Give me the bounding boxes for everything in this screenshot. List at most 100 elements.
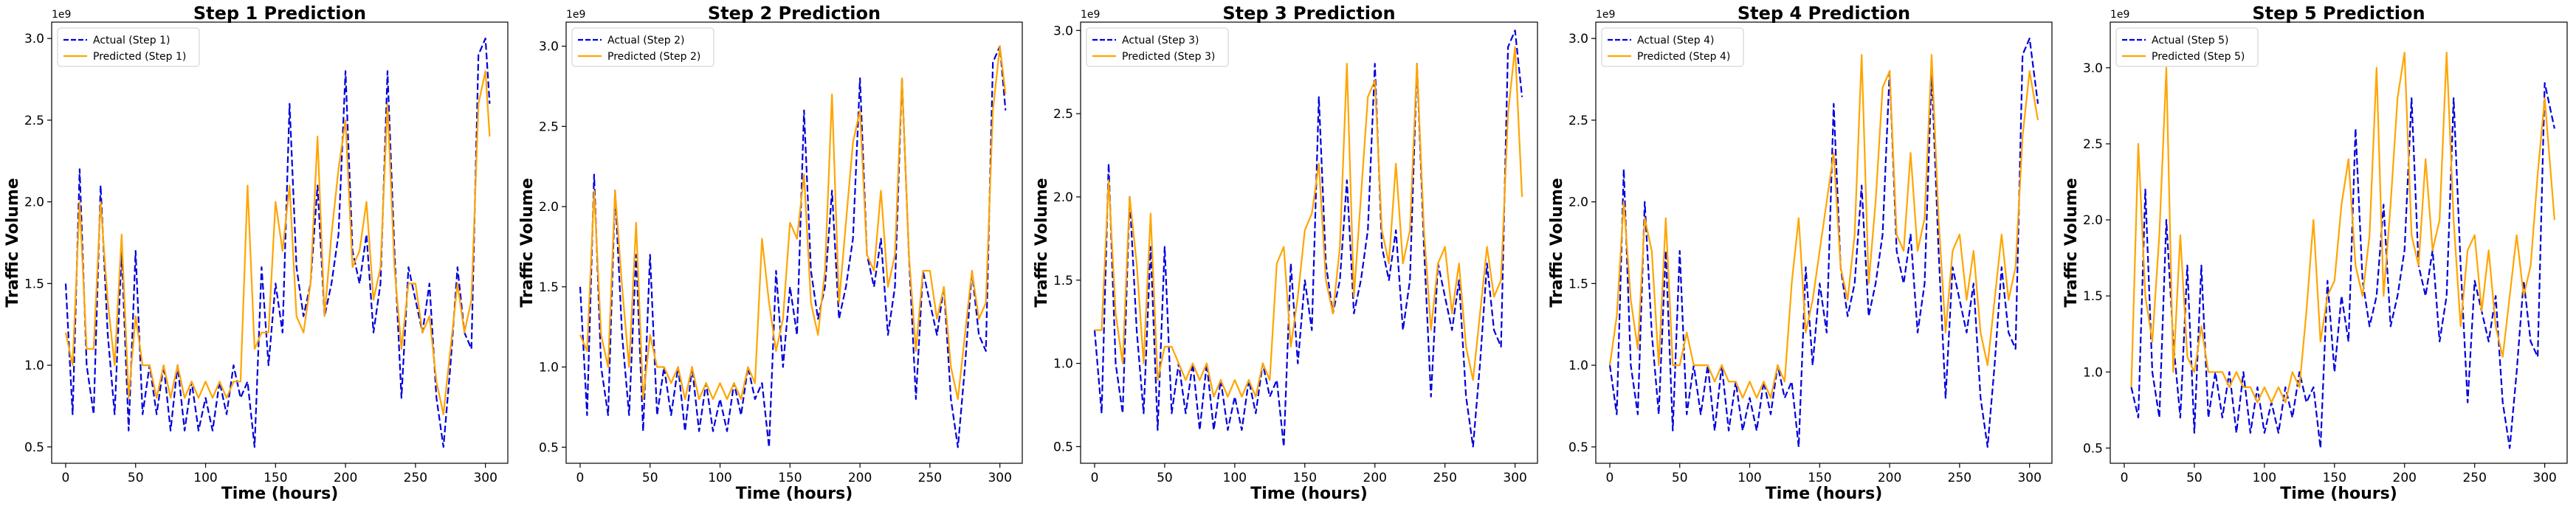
chart-title: Step 2 Prediction [708, 3, 881, 24]
legend-label-predicted: Predicted (Step 2) [607, 51, 700, 63]
y-tick-label: 2.5 [1053, 107, 1073, 122]
y-tick-label: 2.0 [2083, 213, 2103, 228]
legend: Actual (Step 2) Predicted (Step 2) [571, 27, 714, 67]
x-axis-label: Time (hours) [2280, 485, 2397, 503]
chart-panel-1: 0 50 100 150 200 250 300 0.5 1.0 1.5 2.0 2.5 3.0 1e9 S… [4, 3, 509, 503]
y-tick-label: 2.5 [2083, 137, 2103, 152]
y-tick-label: 3.0 [24, 32, 44, 46]
x-tick-label: 100 [1738, 471, 1761, 485]
y-offset-label: 1e9 [52, 9, 71, 21]
chart-title: Step 1 Prediction [193, 3, 366, 24]
legend-box [1601, 27, 1744, 67]
x-tick-label: 250 [1433, 471, 1456, 485]
legend-label-actual: Actual (Step 4) [1637, 35, 1714, 46]
axes-frame [2110, 21, 2568, 464]
x-axis-label: Time (hours) [1250, 485, 1368, 503]
x-tick-label: 0 [62, 471, 70, 485]
axes-frame [565, 21, 1023, 464]
x-tick-label: 300 [1503, 471, 1526, 485]
legend-label-actual: Actual (Step 3) [1122, 35, 1199, 46]
legend-label-predicted: Predicted (Step 1) [93, 51, 186, 63]
series-line-actual [2130, 82, 2555, 449]
y-axis-label: Traffic Volume [518, 178, 537, 308]
y-axis-label: Traffic Volume [1033, 178, 1051, 308]
series-line-predicted [2130, 52, 2555, 404]
x-axis-label: Time (hours) [1766, 485, 1883, 503]
x-tick-label: 100 [708, 471, 731, 485]
x-tick-label: 100 [193, 471, 217, 485]
x-tick-label: 300 [2017, 471, 2041, 485]
x-tick-label: 50 [1157, 471, 1173, 485]
legend-label-predicted: Predicted (Step 4) [1637, 51, 1730, 63]
y-tick-label: 0.5 [1568, 440, 1588, 455]
x-tick-label: 100 [1223, 471, 1247, 485]
x-tick-label: 200 [334, 471, 357, 485]
axes-frame [1080, 21, 1538, 464]
y-axis-label: Traffic Volume [1548, 178, 1566, 308]
legend-box [57, 27, 200, 67]
series-line-predicted [64, 70, 491, 415]
x-tick-label: 250 [1948, 471, 1971, 485]
y-tick-label: 1.5 [1053, 274, 1073, 288]
legend-label-predicted: Predicted (Step 5) [2152, 51, 2245, 63]
x-tick-label: 200 [2393, 471, 2417, 485]
x-tick-label: 250 [918, 471, 942, 485]
x-tick-label: 50 [1672, 471, 1688, 485]
chart-title: Step 5 Prediction [2252, 3, 2425, 24]
chart-panel-5: 0 50 100 150 200 250 300 0.5 1.0 1.5 2.0 2.5 3.0 1e9 S… [2062, 3, 2568, 503]
y-tick-label: 1.0 [539, 361, 559, 375]
y-tick-label: 1.5 [1568, 277, 1588, 291]
x-tick-label: 0 [2121, 471, 2129, 485]
chart-panel-2: 0 50 100 150 200 250 300 0.5 1.0 1.5 2.0 2.5 3.0 1e9 S… [518, 3, 1023, 503]
legend: Actual (Step 4) Predicted (Step 4) [1601, 27, 1744, 67]
legend-label-actual: Actual (Step 5) [2152, 35, 2228, 46]
y-tick-label: 1.5 [24, 277, 44, 291]
y-axis-label: Traffic Volume [2062, 178, 2081, 308]
axes-frame [51, 21, 509, 464]
legend-label-predicted: Predicted (Step 3) [1122, 51, 1215, 63]
y-tick-label: 0.5 [24, 440, 44, 455]
series-line-actual [1608, 37, 2039, 449]
x-tick-label: 0 [1091, 471, 1099, 485]
x-tick-label: 300 [988, 471, 1011, 485]
legend-box [2115, 27, 2259, 67]
y-tick-label: 3.0 [1053, 24, 1073, 38]
x-tick-label: 200 [848, 471, 872, 485]
chart-title: Step 3 Prediction [1222, 3, 1395, 24]
axes-frame [1595, 21, 2053, 464]
legend-label-actual: Actual (Step 1) [93, 35, 170, 46]
legend: Actual (Step 3) Predicted (Step 3) [1086, 27, 1229, 67]
x-tick-label: 200 [1363, 471, 1387, 485]
y-tick-label: 3.0 [2083, 61, 2103, 76]
x-tick-label: 50 [128, 471, 144, 485]
series-line-actual [579, 45, 1007, 449]
x-tick-label: 250 [2462, 471, 2486, 485]
x-tick-label: 150 [1293, 471, 1317, 485]
y-tick-label: 2.5 [24, 114, 44, 128]
x-tick-label: 300 [2532, 471, 2556, 485]
x-tick-label: 150 [264, 471, 287, 485]
chart-panel-3: 0 50 100 150 200 250 300 0.5 1.0 1.5 2.0 2.5 3.0 1e9 S… [1033, 3, 1538, 503]
y-tick-label: 2.0 [1053, 190, 1073, 205]
x-tick-label: 200 [1878, 471, 1901, 485]
legend-box [1086, 27, 1229, 67]
x-tick-label: 50 [2186, 471, 2203, 485]
y-tick-label: 0.5 [539, 440, 559, 455]
y-tick-label: 1.0 [24, 359, 44, 373]
y-tick-label: 1.5 [2083, 289, 2103, 304]
x-tick-label: 150 [1808, 471, 1831, 485]
x-tick-label: 150 [778, 471, 802, 485]
x-axis-label: Time (hours) [736, 485, 853, 503]
y-offset-label: 1e9 [2110, 9, 2129, 21]
y-tick-label: 2.0 [24, 195, 44, 210]
y-tick-label: 1.5 [539, 280, 559, 295]
x-tick-label: 100 [2253, 471, 2276, 485]
legend-label-actual: Actual (Step 2) [607, 35, 684, 46]
y-tick-label: 2.5 [1568, 114, 1588, 128]
legend: Actual (Step 5) Predicted (Step 5) [2115, 27, 2259, 67]
y-tick-label: 2.5 [539, 120, 559, 134]
x-tick-label: 50 [642, 471, 658, 485]
y-tick-label: 1.0 [1053, 357, 1073, 372]
x-tick-label: 300 [473, 471, 497, 485]
